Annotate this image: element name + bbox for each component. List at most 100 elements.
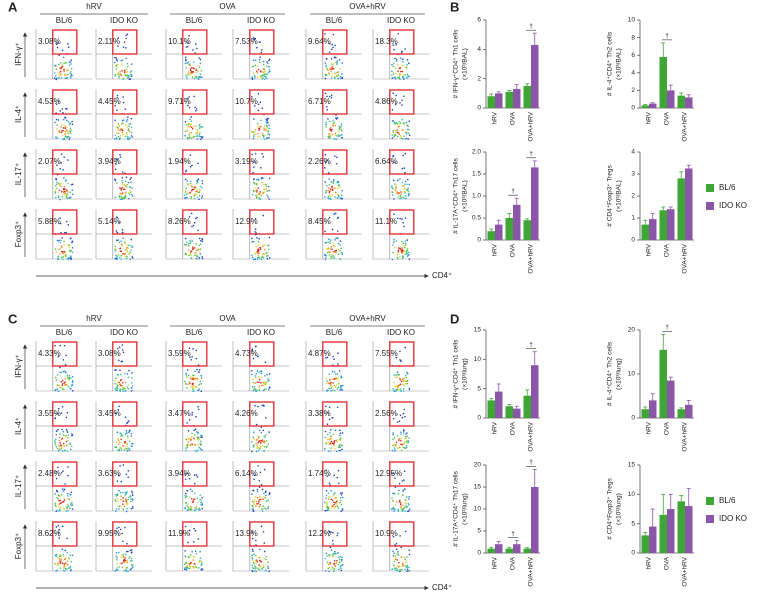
- event-dot: [188, 106, 191, 109]
- event-dot: [201, 255, 203, 258]
- event-dot: [61, 388, 64, 390]
- event-dot: [402, 221, 404, 224]
- percentage: 3.08%: [38, 37, 61, 46]
- event-dot: [256, 381, 259, 383]
- event-dot: [194, 254, 196, 257]
- event-dot: [336, 237, 339, 239]
- event-dot: [70, 385, 73, 387]
- event-dot: [328, 216, 331, 219]
- event-dot: [331, 370, 334, 373]
- event-dot: [336, 476, 339, 479]
- event-dot: [339, 434, 341, 437]
- event-dot: [259, 495, 261, 497]
- event-dot: [61, 562, 64, 564]
- event-dot: [62, 255, 65, 258]
- event-dot: [406, 255, 409, 258]
- event-dot: [337, 386, 340, 388]
- event-dot: [253, 77, 256, 80]
- gate: [112, 521, 138, 547]
- event-dot: [330, 498, 333, 501]
- event-dot: [407, 194, 410, 196]
- event-dot: [262, 389, 265, 392]
- event-dot: [324, 73, 327, 76]
- event-dot: [399, 57, 402, 59]
- event-dot: [256, 194, 258, 197]
- event-dot: [394, 555, 397, 557]
- event-dot: [198, 194, 201, 197]
- event-dot: [406, 178, 409, 181]
- event-dot: [399, 507, 402, 509]
- event-dot: [185, 382, 187, 385]
- event-dot: [190, 189, 193, 192]
- event-dot: [121, 179, 123, 182]
- event-dot: [392, 417, 395, 420]
- event-dot: [120, 432, 122, 435]
- event-dot: [252, 444, 255, 447]
- event-dot: [261, 510, 264, 513]
- event-dot: [399, 502, 402, 504]
- event-dot: [59, 502, 62, 505]
- event-dot: [114, 73, 116, 76]
- event-dot: [65, 179, 67, 181]
- event-dot: [57, 498, 59, 500]
- event-dot: [339, 446, 342, 449]
- event-dot: [67, 120, 70, 123]
- event-dot: [394, 544, 396, 546]
- event-dot: [118, 196, 121, 198]
- event-dot: [125, 510, 128, 513]
- event-dot: [405, 244, 407, 246]
- event-dot: [260, 125, 262, 128]
- event-dot: [68, 379, 71, 381]
- event-dot: [254, 218, 257, 220]
- event-dot: [126, 386, 129, 388]
- event-dot: [328, 496, 330, 498]
- event-dot: [330, 255, 332, 258]
- event-dot: [327, 247, 330, 249]
- event-dot: [392, 554, 395, 557]
- event-dot: [332, 256, 334, 259]
- event-dot: [394, 486, 397, 488]
- gate: [182, 29, 208, 55]
- event-dot: [267, 133, 269, 135]
- event-dot: [130, 443, 133, 445]
- event-dot: [337, 242, 340, 245]
- event-dot: [200, 197, 203, 199]
- event-dot: [118, 138, 121, 140]
- legend-swatch: [706, 202, 714, 210]
- event-dot: [334, 124, 337, 127]
- event-dot: [265, 558, 267, 561]
- event-dot: [335, 384, 338, 386]
- event-dot: [259, 246, 262, 249]
- event-dot: [116, 480, 119, 482]
- event-dot: [59, 74, 62, 77]
- event-dot: [114, 387, 117, 390]
- event-dot: [69, 191, 71, 194]
- event-dot: [193, 247, 196, 249]
- event-dot: [340, 388, 343, 391]
- event-dot: [334, 389, 336, 392]
- event-dot: [403, 442, 405, 445]
- event-dot: [126, 450, 129, 452]
- event-dot: [400, 193, 402, 196]
- event-dot: [393, 133, 396, 136]
- event-dot: [333, 257, 336, 259]
- y-tick-label: 10: [628, 17, 636, 24]
- event-dot: [391, 185, 393, 187]
- event-dot: [256, 488, 259, 491]
- event-dot: [327, 72, 330, 74]
- event-dot: [397, 258, 399, 260]
- event-dot: [339, 443, 342, 446]
- event-dot: [408, 437, 410, 439]
- event-dot: [399, 102, 401, 104]
- event-dot: [259, 70, 262, 72]
- event-dot: [122, 237, 124, 239]
- event-dot: [254, 64, 257, 67]
- event-dot: [394, 477, 396, 480]
- event-dot: [257, 355, 259, 358]
- event-dot: [62, 430, 64, 433]
- event-dot: [130, 508, 133, 510]
- gate: [249, 89, 275, 115]
- event-dot: [69, 130, 72, 133]
- event-dot: [194, 386, 197, 388]
- event-dot: [59, 499, 62, 502]
